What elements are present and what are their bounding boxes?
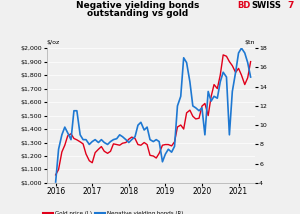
Text: $tn: $tn	[244, 40, 255, 45]
Text: SWISS: SWISS	[251, 1, 281, 10]
Text: BD: BD	[237, 1, 250, 10]
Text: Negative yielding bonds: Negative yielding bonds	[76, 1, 200, 10]
Text: outstanding vs gold: outstanding vs gold	[87, 9, 189, 18]
Text: 7: 7	[287, 1, 294, 10]
Legend: Gold price (L), Negative yielding bonds (R): Gold price (L), Negative yielding bonds …	[41, 209, 186, 214]
Text: $/oz: $/oz	[46, 40, 60, 45]
